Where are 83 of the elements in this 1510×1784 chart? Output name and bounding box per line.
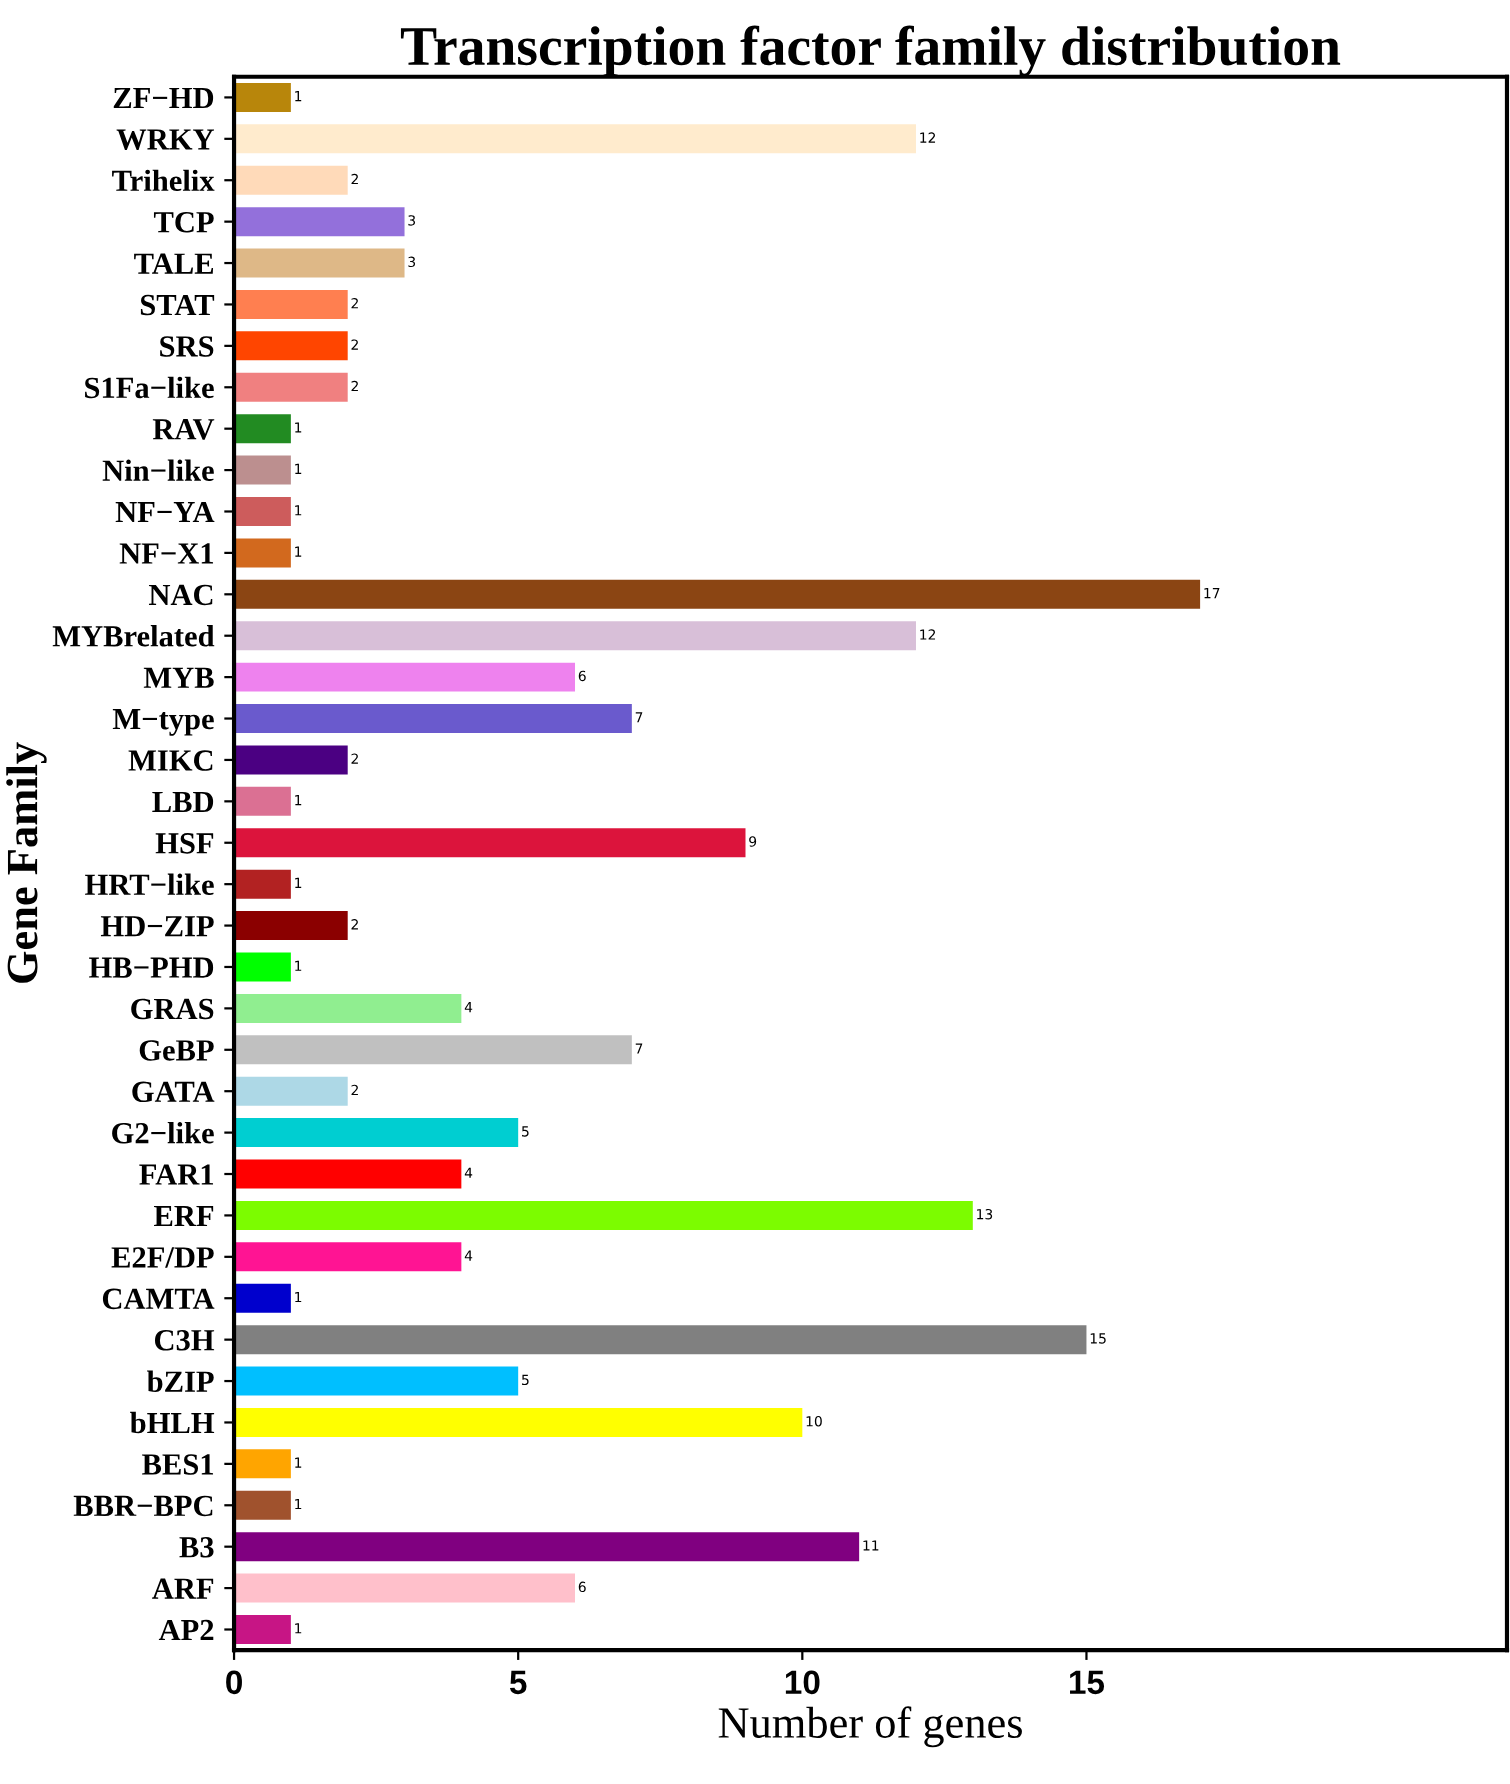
bar	[234, 1615, 291, 1644]
y-tick-label: GeBP	[139, 1040, 214, 1061]
bar	[234, 1407, 803, 1437]
y-tick-label: Nin−like	[102, 459, 214, 481]
bar	[234, 911, 348, 941]
y-tick-label: BES1	[142, 1454, 214, 1475]
bar	[234, 952, 291, 982]
y-tick-label: ERF	[154, 1206, 214, 1227]
y-tick-label: LBD	[152, 791, 214, 813]
bar	[234, 165, 348, 195]
y-tick-label: FAR1	[139, 1164, 214, 1185]
bar	[234, 786, 291, 816]
bar	[234, 455, 291, 485]
y-tick-label: HB−PHD	[89, 957, 214, 978]
y-tick-label: MYB	[143, 667, 214, 688]
y-tick-label: Trihelix	[112, 169, 215, 192]
y-tick-label: TALE	[134, 253, 214, 274]
bar	[234, 1532, 860, 1562]
y-tick-label: NAC	[148, 584, 213, 606]
bar	[234, 538, 291, 568]
y-tick-label: G2−like	[112, 1122, 214, 1144]
bar	[234, 1159, 462, 1189]
y-tick-label: B3	[179, 1537, 214, 1558]
y-tick-label: TCP	[153, 212, 214, 233]
y-axis-title: Gene Family	[6, 742, 47, 983]
bar	[234, 704, 632, 734]
bar	[234, 1242, 462, 1272]
bar	[234, 82, 291, 112]
x-tick-label: 0	[226, 1670, 242, 1695]
bar	[234, 207, 405, 237]
bar	[234, 828, 746, 858]
x-axis-title: Number of genes	[718, 1706, 1022, 1748]
y-tick-label: WRKY	[116, 129, 215, 150]
bar	[234, 372, 348, 402]
bar	[234, 1325, 1087, 1355]
y-tick-label: S1Fa−like	[85, 376, 214, 399]
bar	[234, 621, 916, 651]
bar	[234, 1490, 291, 1520]
chart-title: Transcription factor family distribution	[400, 25, 1341, 77]
bar	[234, 1366, 519, 1396]
bar	[234, 993, 462, 1023]
bar	[234, 1449, 291, 1479]
bar	[234, 1573, 576, 1603]
y-tick-label: STAT	[140, 294, 215, 316]
bar	[234, 248, 405, 278]
bar	[234, 1118, 519, 1148]
y-tick-label: RAV	[152, 419, 215, 440]
y-tick-label: bZIP	[147, 1370, 214, 1392]
y-tick-label: BBR−BPC	[73, 1495, 213, 1517]
bar	[234, 289, 348, 319]
y-tick-label: MIKC	[128, 750, 213, 771]
y-tick-label: NF−YA	[115, 501, 215, 523]
y-tick-label: HSF	[155, 833, 214, 854]
y-tick-label: ARF	[152, 1578, 214, 1599]
bar	[234, 124, 916, 154]
y-tick-label: C3H	[154, 1330, 215, 1351]
bar	[234, 1200, 973, 1230]
bar	[234, 579, 1201, 609]
y-tick-label: E2F/DP	[111, 1247, 214, 1268]
x-tick-label: 5	[509, 1670, 527, 1695]
y-tick-label: ZF−HD	[113, 88, 214, 109]
y-tick-label: HRT−like	[85, 873, 214, 896]
bar	[234, 331, 348, 361]
y-tick-label: CAMTA	[102, 1288, 215, 1310]
y-tick-label: SRS	[160, 336, 214, 357]
y-tick-label: bHLH	[130, 1411, 215, 1434]
bar	[234, 414, 291, 444]
bar	[234, 1035, 632, 1065]
bar	[234, 745, 348, 775]
bar	[234, 662, 576, 692]
y-tick-label: GRAS	[131, 998, 214, 1020]
x-tick-label: 15	[1070, 1670, 1105, 1695]
y-tick-label: M−type	[112, 709, 214, 736]
y-tick-label: NF−X1	[119, 543, 214, 564]
x-tick-label: 10	[785, 1670, 820, 1695]
y-tick-label: MYBrelated	[52, 625, 215, 647]
bar	[234, 1283, 291, 1313]
y-tick-label: GATA	[132, 1081, 215, 1103]
bar	[234, 497, 291, 526]
bar	[234, 1076, 348, 1106]
y-tick-label: AP2	[158, 1619, 214, 1641]
bar	[234, 869, 291, 899]
y-tick-label: HD−ZIP	[100, 916, 214, 937]
